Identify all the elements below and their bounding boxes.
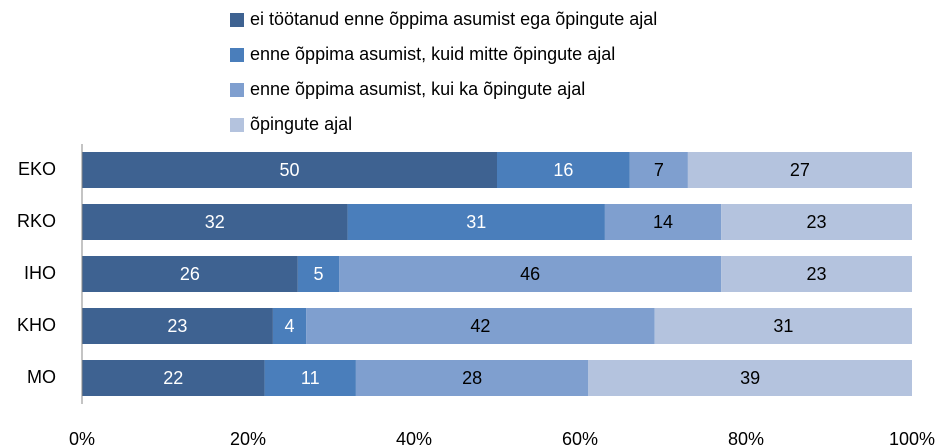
x-tick-label: 60% xyxy=(562,429,598,448)
bar-segment xyxy=(721,204,912,240)
data-label: 14 xyxy=(653,212,673,232)
data-label: 32 xyxy=(205,212,225,232)
bar-segment xyxy=(82,256,298,292)
legend-swatch xyxy=(230,48,244,62)
data-label: 11 xyxy=(301,368,320,388)
bar-segment xyxy=(687,152,912,188)
legend-swatch xyxy=(230,118,244,132)
data-label: 5 xyxy=(314,264,324,284)
bar-segment xyxy=(629,152,688,188)
data-label: 46 xyxy=(520,264,540,284)
y-tick-label: IHO xyxy=(24,263,56,283)
bar-segment xyxy=(272,308,307,344)
data-label: 39 xyxy=(740,368,760,388)
data-label: 4 xyxy=(284,316,294,336)
bar-segment xyxy=(82,152,497,188)
bar-segment xyxy=(339,256,722,292)
data-label: 23 xyxy=(167,316,187,336)
y-tick-label: EKO xyxy=(18,159,56,179)
x-tick-label: 40% xyxy=(396,429,432,448)
y-tick-label: KHO xyxy=(17,315,56,335)
bar-segment xyxy=(306,308,655,344)
bar-segment xyxy=(654,308,912,344)
data-label: 16 xyxy=(553,160,573,180)
data-label: 31 xyxy=(466,212,486,232)
legend-label: enne õppima asumist, kui ka õpingute aja… xyxy=(250,79,585,99)
x-tick-label: 80% xyxy=(728,429,764,448)
bar-segment xyxy=(264,360,356,396)
data-label: 27 xyxy=(790,160,810,180)
bar-segment xyxy=(355,360,589,396)
y-tick-label: RKO xyxy=(17,211,56,231)
bar-segment xyxy=(721,256,912,292)
legend-swatch xyxy=(230,83,244,97)
x-tick-label: 100% xyxy=(889,429,935,448)
data-label: 31 xyxy=(773,316,793,336)
data-label: 50 xyxy=(279,160,299,180)
bar-segment xyxy=(347,204,605,240)
bar-segment xyxy=(82,204,348,240)
legend-label: enne õppima asumist, kuid mitte õpingute… xyxy=(250,44,615,64)
data-label: 28 xyxy=(462,368,482,388)
bar-segment xyxy=(82,308,273,344)
bar-segment xyxy=(604,204,722,240)
x-tick-label: 20% xyxy=(230,429,266,448)
data-label: 26 xyxy=(180,264,200,284)
legend-label: õpingute ajal xyxy=(250,114,352,134)
y-tick-label: MO xyxy=(27,367,56,387)
data-label: 7 xyxy=(654,160,664,180)
data-label: 42 xyxy=(470,316,490,336)
legend-swatch xyxy=(230,13,244,27)
bar-segment xyxy=(297,256,340,292)
data-label: 23 xyxy=(807,212,827,232)
data-label: 23 xyxy=(807,264,827,284)
data-label: 22 xyxy=(163,368,183,388)
legend-label: ei töötanud enne õppima asumist ega õpin… xyxy=(250,9,657,29)
bar-segment xyxy=(82,360,265,396)
bar-segment xyxy=(497,152,630,188)
bar-segment xyxy=(588,360,912,396)
x-tick-label: 0% xyxy=(69,429,95,448)
